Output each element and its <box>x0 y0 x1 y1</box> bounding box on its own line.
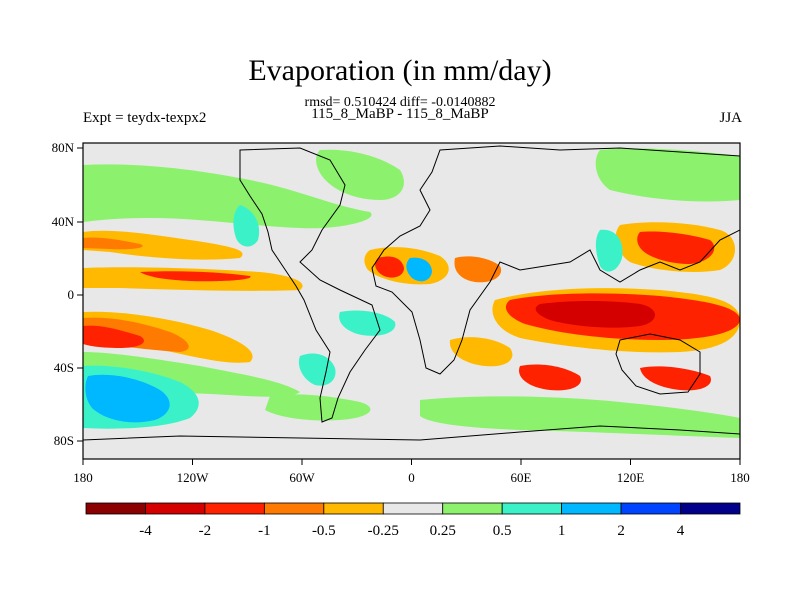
colorbar-swatch <box>85 502 146 515</box>
colorbar-swatch <box>323 502 384 515</box>
colorbar-swatch <box>501 502 563 515</box>
north-pacific-cyan <box>233 205 260 247</box>
lat-tick-label: 0 <box>68 287 75 302</box>
africa-blue <box>406 257 432 282</box>
evaporation-field <box>83 143 740 459</box>
colorbar-tick-label: -1 <box>258 523 271 539</box>
colorbar-tick-label: 0.25 <box>430 523 456 539</box>
atlantic-green <box>316 149 404 200</box>
lat-tick-label: 40S <box>54 360 74 375</box>
mideast-orange <box>454 256 502 283</box>
australia-outline <box>615 333 701 395</box>
continent-outlines <box>83 145 740 441</box>
colorbar-tick-label: 1 <box>558 523 566 539</box>
colorbar-tick-label: 0.5 <box>493 523 512 539</box>
axis-labels: 180 120W 60W 0 60E 120E 180 80N 40N 0 40… <box>52 140 750 485</box>
colorbar-swatch <box>204 502 265 515</box>
colorbar-swatch <box>145 502 206 515</box>
indian-ocean-darkred <box>535 301 655 328</box>
south-pacific-blue <box>85 374 170 423</box>
colorbar-tick-label: -0.25 <box>368 523 399 539</box>
south-indian-red <box>519 364 581 391</box>
colorbar-swatch <box>382 502 444 515</box>
asia-cyan <box>595 229 623 272</box>
lon-tick-label: 0 <box>408 470 415 485</box>
lon-tick-label: 60W <box>289 470 315 485</box>
north-green-band <box>83 164 372 229</box>
plot-title: Evaporation (in mm/day) <box>248 54 552 87</box>
west-pacific-red <box>637 231 715 264</box>
colorbar-swatch <box>263 502 325 515</box>
africa-red <box>375 256 404 278</box>
asia-green <box>595 148 740 202</box>
south-green-band <box>420 396 740 438</box>
africa-eurasia-outline <box>371 145 740 375</box>
lon-tick-label: 120W <box>177 470 210 485</box>
case-line: 115_8_MaBP - 115_8_MaBP <box>311 106 489 122</box>
lat-tick-label: 40N <box>52 214 75 229</box>
season-label: JJA <box>719 110 742 126</box>
lon-tick-label: 120E <box>617 470 645 485</box>
colorbar-tick-label: -4 <box>139 523 152 539</box>
lat-tick-label: 80N <box>52 140 75 155</box>
tick-marks <box>77 147 741 465</box>
colorbar-tick-label: -0.5 <box>312 523 336 539</box>
south-pacific-red <box>83 325 144 348</box>
south-atlantic-cyan <box>298 353 336 386</box>
north-pacific-orange-2 <box>83 237 143 250</box>
lon-tick-label: 180 <box>73 470 93 485</box>
atlantic-cyan-eq <box>339 310 396 336</box>
colorbar-swatch <box>620 502 681 515</box>
colorbar-swatch <box>680 502 741 515</box>
stats-line: rmsd= 0.510424 diff= -0.0140882 <box>304 95 496 110</box>
experiment-label: Expt = teydx-texpx2 <box>83 110 207 126</box>
colorbar-swatch <box>561 502 622 515</box>
south-africa-orange <box>449 337 513 367</box>
colorbar-swatch <box>442 502 503 515</box>
antarctica-outline <box>83 425 740 441</box>
south-atlantic-green <box>265 394 371 421</box>
colorbar <box>85 502 741 515</box>
lon-tick-label: 60E <box>511 470 532 485</box>
americas-outline <box>239 147 381 423</box>
north-green-band-2 <box>83 184 243 216</box>
colorbar-tick-label: -2 <box>199 523 212 539</box>
colorbar-tick-label: 2 <box>617 523 625 539</box>
colorbar-labels: -4 -2 -1 -0.5 -0.25 0.25 0.5 1 2 4 <box>139 523 685 539</box>
colorbar-tick-label: 4 <box>677 523 685 539</box>
lon-tick-label: 180 <box>730 470 750 485</box>
north-pacific-orange <box>83 230 243 260</box>
lat-tick-label: 80S <box>54 433 74 448</box>
eq-pacific-red <box>140 271 251 282</box>
